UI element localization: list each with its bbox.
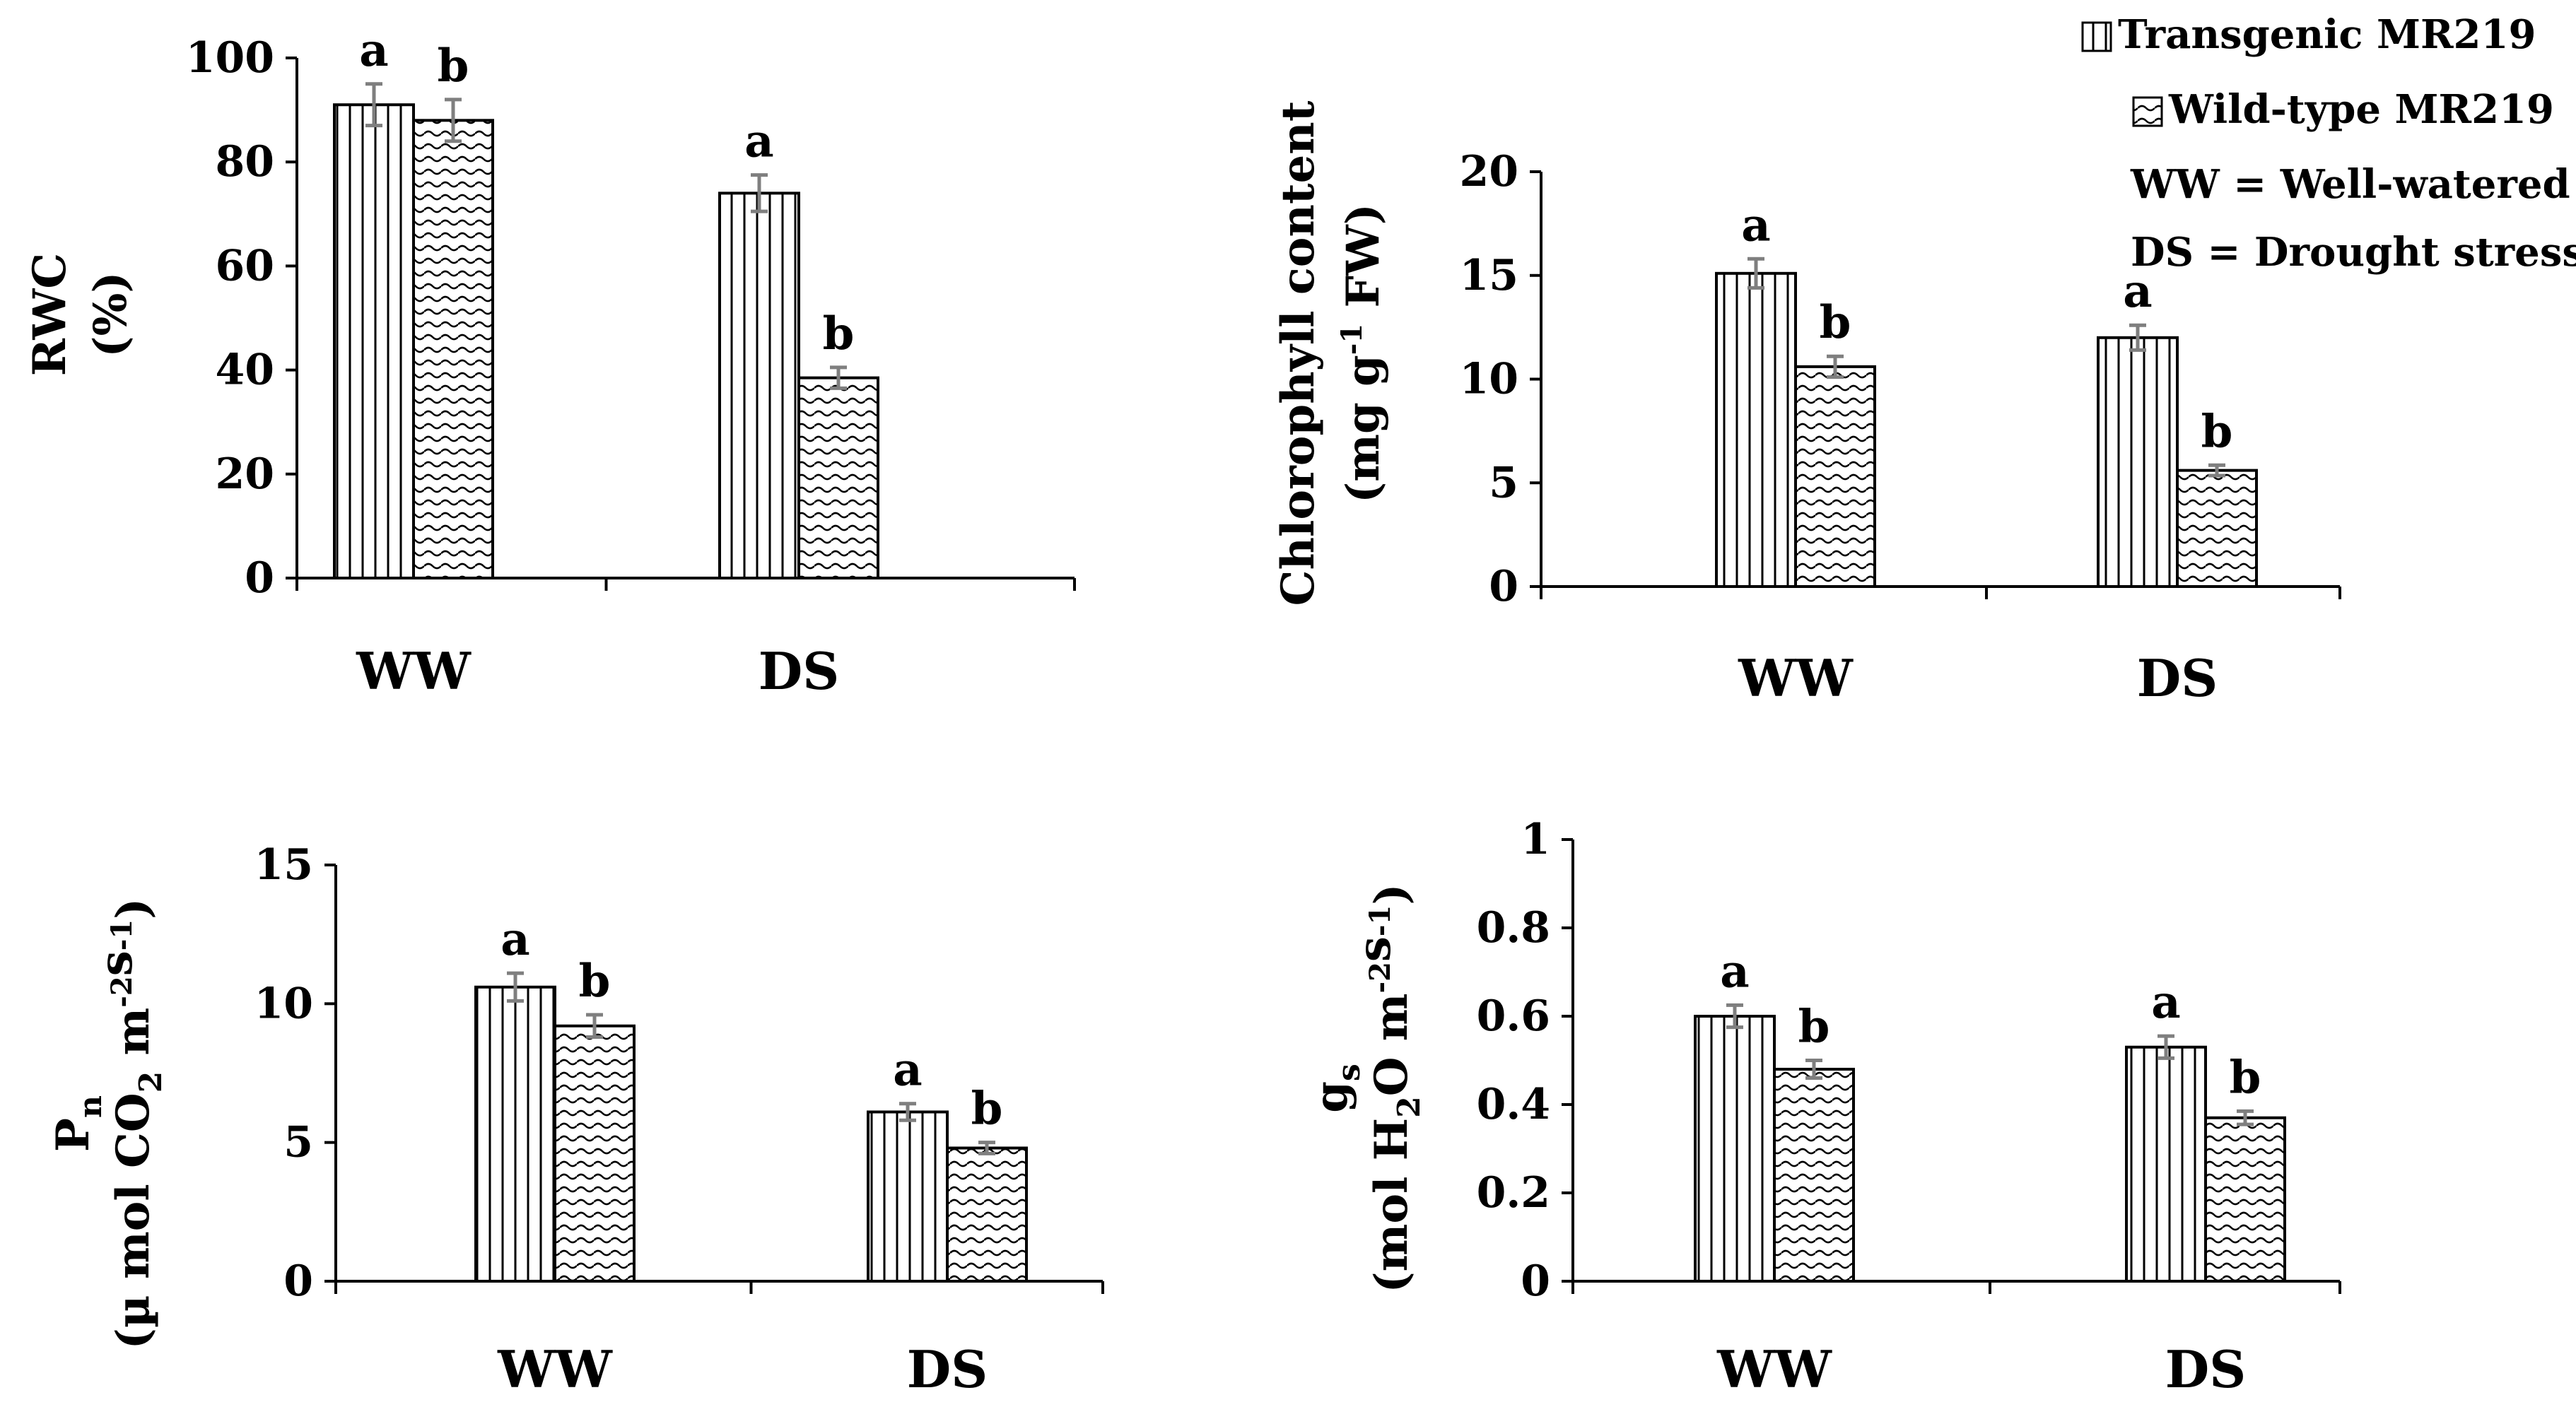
ylabel-rwc-line2: (%) <box>84 271 137 357</box>
ylabel-pn: Pn (µ mol CO2 m-2s-1) <box>47 898 169 1350</box>
ylabel-chlorophyll-line1: Chlorophyll content <box>1272 100 1325 606</box>
pn-ytick-label: 15 <box>254 840 314 890</box>
chlorophyll-significance-letter: a <box>1741 199 1770 252</box>
chlorophyll-significance-letter: b <box>1820 296 1851 349</box>
rwc-ytick-label: 60 <box>216 241 275 290</box>
gs-bar-transgenic-ww <box>1694 1015 1776 1283</box>
ylabel-gs: gs (mol H2O m-2s-1) <box>1305 883 1427 1293</box>
pn-ytick-label: 5 <box>283 1118 313 1167</box>
legend: Transgenic MR219 Wild-type MR219 WW = We… <box>2081 11 2576 276</box>
pn-category-label-ww: WW <box>497 1339 613 1399</box>
pn-significance-letter: b <box>971 1083 1003 1136</box>
chlorophyll-bar-wildtype-ww <box>1794 365 1876 588</box>
rwc-bar-wildtype-ds <box>797 376 879 579</box>
chlorophyll-bar-transgenic-ds <box>2097 336 2179 588</box>
chlorophyll-ytick-label: 5 <box>1489 458 1518 507</box>
gs-category-label-ww: WW <box>1716 1339 1832 1399</box>
gs-significance-letter: b <box>2230 1051 2261 1104</box>
chlorophyll-significance-letter: a <box>2123 265 2152 318</box>
rwc-significance-letter: a <box>359 24 388 77</box>
ylabel-pn-line2: (µ mol CO2 m-2s-1) <box>90 898 169 1350</box>
ylabel-rwc-line1: RWC <box>23 253 76 377</box>
legend-swatch-wildtype <box>2132 96 2163 127</box>
rwc-significance-letter: a <box>744 115 773 168</box>
pn-ytick-label: 10 <box>254 979 314 1028</box>
gs-significance-letter: b <box>1798 1001 1830 1054</box>
chlorophyll-ytick-label: 15 <box>1460 251 1519 300</box>
gs-ytick-label: 1 <box>1521 815 1550 864</box>
pn-bar-transgenic-ds <box>867 1110 949 1283</box>
ylabel-chlorophyll-line2: (mg g-1 FW) <box>1335 204 1390 503</box>
rwc-bar-wildtype-ww <box>412 119 494 579</box>
rwc-significance-letter: b <box>438 40 469 93</box>
rwc-ytick-label: 40 <box>216 346 275 395</box>
rwc-bar-transgenic-ww <box>333 103 415 580</box>
pn-significance-letter: a <box>500 913 529 966</box>
rwc-ytick-label: 100 <box>186 33 274 83</box>
gs-significance-letter: a <box>2151 976 2180 1029</box>
legend-note-ds: DS = Drought stress <box>2131 229 2576 276</box>
legend-swatch-transgenic <box>2081 21 2112 52</box>
rwc-bar-transgenic-ds <box>718 192 800 579</box>
ylabel-chlorophyll: Chlorophyll content (mg g-1 FW) <box>1272 100 1390 606</box>
chlorophyll-significance-letter: b <box>2201 405 2233 458</box>
rwc-significance-letter: b <box>823 307 855 360</box>
ylabel-gs-line2: (mol H2O m-2s-1) <box>1348 883 1427 1293</box>
chlorophyll-ytick-label: 10 <box>1460 355 1519 404</box>
ylabel-pn-line1: Pn <box>47 1095 109 1152</box>
gs-bar-wildtype-ds <box>2204 1116 2286 1283</box>
gs-ytick-label: 0.6 <box>1477 991 1550 1041</box>
chlorophyll-bar-transgenic-ww <box>1715 271 1797 588</box>
chlorophyll-bar-wildtype-ds <box>2176 469 2258 589</box>
pn-bar-wildtype-ds <box>946 1146 1028 1283</box>
chlorophyll-category-label-ds: DS <box>2137 648 2218 708</box>
rwc-category-label-ww: WW <box>356 641 472 701</box>
pn-bar-transgenic-ww <box>474 985 556 1283</box>
gs-ytick-label: 0 <box>1521 1256 1550 1306</box>
gs-ytick-label: 0.4 <box>1477 1080 1550 1129</box>
rwc-ytick-label: 80 <box>216 137 275 187</box>
pn-significance-letter: a <box>893 1044 922 1097</box>
gs-ytick-label: 0.2 <box>1477 1168 1550 1218</box>
gs-bar-wildtype-ww <box>1773 1068 1855 1283</box>
ylabel-gs-line1: gs <box>1305 1064 1367 1113</box>
rwc-ytick-label: 0 <box>245 553 274 603</box>
gs-ytick-label: 0.8 <box>1477 903 1550 953</box>
gs-category-label-ds: DS <box>2165 1339 2246 1399</box>
chlorophyll-ytick-label: 20 <box>1460 147 1519 196</box>
legend-label-wildtype: Wild-type MR219 <box>2168 86 2554 133</box>
pn-significance-letter: b <box>579 955 611 1008</box>
legend-label-transgenic: Transgenic MR219 <box>2118 11 2536 58</box>
pn-category-label-ds: DS <box>907 1339 988 1399</box>
rwc-category-label-ds: DS <box>759 641 839 701</box>
pn-bar-wildtype-ww <box>554 1024 636 1283</box>
legend-note-ww: WW = Well-watered <box>2130 161 2570 208</box>
chlorophyll-ytick-label: 0 <box>1489 562 1518 611</box>
ylabel-rwc: RWC (%) <box>23 253 137 377</box>
chlorophyll-category-label-ww: WW <box>1738 648 1854 708</box>
gs-bar-transgenic-ds <box>2125 1045 2207 1283</box>
rwc-ytick-label: 20 <box>216 449 275 499</box>
gs-significance-letter: a <box>1720 945 1749 998</box>
pn-ytick-label: 0 <box>283 1256 313 1306</box>
